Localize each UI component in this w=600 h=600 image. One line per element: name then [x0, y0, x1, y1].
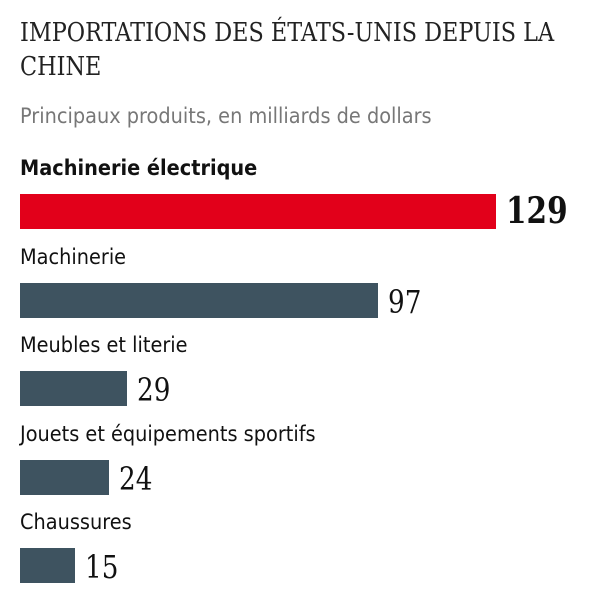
- chart-subtitle: Principaux produits, en milliards de dol…: [20, 104, 432, 128]
- category-label: Jouets et équipements sportifs: [20, 422, 316, 446]
- category-label: Meubles et literie: [20, 333, 188, 357]
- category-label: Chaussures: [20, 510, 132, 534]
- value-label: 97: [387, 283, 422, 321]
- category-label: Machinerie: [20, 245, 127, 269]
- bar: [20, 371, 127, 406]
- value-label: 129: [506, 190, 568, 232]
- bar: [20, 460, 109, 495]
- value-label: 29: [137, 371, 171, 409]
- bar: [20, 283, 378, 318]
- value-label: 15: [85, 548, 119, 586]
- value-label: 24: [118, 460, 152, 498]
- chart-title: IMPORTATIONS DES ÉTATS-UNIS DEPUIS LA CH…: [20, 18, 555, 82]
- category-label: Machinerie électrique: [20, 156, 258, 180]
- bar: [20, 548, 76, 583]
- bar: [20, 194, 496, 229]
